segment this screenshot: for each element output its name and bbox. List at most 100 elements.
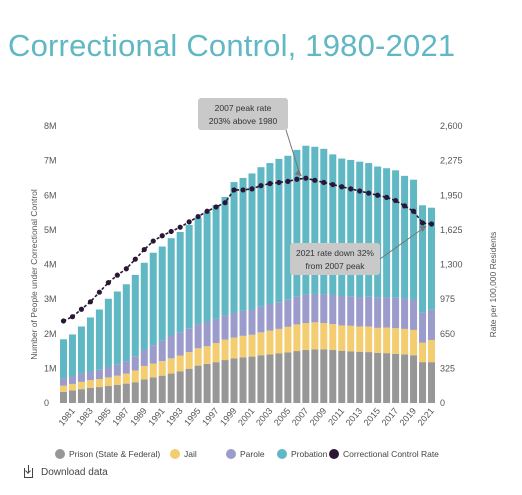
bar-prison-state-federal-1998: [221, 360, 229, 403]
bar-probation-2007: [302, 145, 310, 295]
bar-prison-state-federal-1986: [113, 384, 121, 403]
x-tick-label: 2021: [416, 406, 437, 428]
y-tick-label: 1M: [44, 363, 57, 373]
bar-jail-2006: [293, 324, 301, 352]
x-tick-label: 1993: [164, 406, 185, 428]
bar-parole-1998: [221, 315, 229, 340]
bar-prison-state-federal-2011: [338, 350, 346, 403]
bar-parole-2000: [239, 310, 247, 336]
x-tick-label: 1997: [200, 406, 221, 428]
rate-point-1988: [132, 256, 138, 262]
bar-probation-2013: [356, 161, 364, 298]
bar-parole-1980: [59, 378, 67, 386]
bar-parole-1996: [203, 321, 211, 347]
bar-parole-1988: [131, 356, 139, 371]
y2-tick-label: 650: [440, 329, 455, 339]
bar-parole-1989: [140, 350, 148, 366]
legend-swatch: [329, 449, 339, 459]
bar-probation-1991: [158, 246, 166, 341]
bar-jail-2001: [248, 334, 256, 357]
bar-jail-1986: [113, 375, 121, 385]
bar-jail-2009: [320, 323, 328, 350]
bar-parole-2015: [374, 297, 382, 328]
y2-tick-label: 1,625: [440, 225, 463, 235]
bar-jail-1984: [95, 379, 103, 388]
bar-jail-2010: [329, 324, 337, 351]
annotation-decline-line1: 2021 rate down 32%: [296, 248, 374, 258]
bar-jail-1999: [230, 337, 238, 359]
bar-probation-2020: [419, 205, 427, 313]
x-tick-label: 1987: [110, 406, 131, 428]
bar-prison-state-federal-2004: [275, 353, 283, 403]
bar-prison-state-federal-2007: [302, 350, 310, 403]
rate-point-2012: [348, 186, 354, 192]
bar-prison-state-federal-2014: [365, 352, 373, 403]
y2-tick-label: 1,300: [440, 260, 463, 270]
bar-parole-2009: [320, 294, 328, 324]
rate-point-1993: [177, 224, 183, 230]
bar-jail-2014: [365, 326, 373, 353]
bar-probation-1994: [185, 225, 193, 329]
bar-prison-state-federal-2012: [347, 351, 355, 403]
download-data-link[interactable]: Download data: [24, 464, 108, 478]
x-tick-label: 1985: [92, 406, 113, 428]
legend-swatch: [170, 449, 180, 459]
bar-parole-2016: [383, 297, 391, 328]
bar-parole-1986: [113, 364, 121, 376]
bar-prison-state-federal-2016: [383, 353, 391, 403]
x-tick-label: 2005: [272, 406, 293, 428]
rate-point-2017: [393, 197, 399, 204]
bar-jail-1990: [149, 363, 157, 378]
bar-prison-state-federal-1990: [149, 377, 157, 403]
bar-jail-1983: [86, 380, 94, 388]
bar-prison-state-federal-2006: [293, 351, 301, 403]
rate-point-1999: [231, 187, 237, 193]
rate-point-2005: [285, 178, 291, 184]
rate-point-1984: [96, 289, 102, 295]
bar-prison-state-federal-2017: [392, 353, 400, 403]
bar-parole-1992: [167, 335, 175, 359]
bar-jail-1998: [221, 339, 229, 361]
download-label: Download data: [41, 467, 108, 478]
rate-point-2001: [249, 186, 255, 192]
rate-point-2021: [428, 221, 435, 227]
bar-prison-state-federal-1999: [230, 358, 238, 403]
bar-parole-2004: [275, 302, 283, 329]
bar-jail-2005: [284, 326, 292, 353]
bar-prison-state-federal-1992: [167, 373, 175, 403]
rate-point-2011: [339, 184, 345, 190]
bar-prison-state-federal-1987: [122, 383, 130, 403]
bar-probation-1985: [104, 298, 112, 367]
bar-prison-state-federal-2019: [410, 355, 418, 403]
x-tick-label: 1989: [128, 406, 149, 428]
bar-parole-2011: [338, 296, 346, 326]
bar-parole-2010: [329, 294, 337, 325]
rate-point-1996: [204, 208, 210, 214]
bar-prison-state-federal-1993: [176, 371, 184, 403]
rate-point-1989: [141, 246, 147, 253]
legend-label: Probation: [291, 449, 328, 459]
rate-point-2016: [384, 194, 390, 200]
rate-point-2000: [240, 187, 246, 193]
bar-jail-2002: [257, 332, 265, 356]
bar-probation-2021: [428, 207, 436, 310]
bar-probation-2000: [239, 177, 247, 311]
bar-jail-2018: [401, 328, 409, 355]
y-tick-label: 6M: [44, 190, 57, 200]
bar-jail-1981: [68, 383, 76, 391]
bar-prison-state-federal-1980: [59, 391, 67, 403]
legend-label: Correctional Control Rate: [343, 449, 439, 459]
bar-probation-1993: [176, 231, 184, 333]
rate-point-1992: [168, 228, 174, 235]
bar-parole-1994: [185, 328, 193, 353]
bar-probation-2005: [284, 155, 292, 300]
rate-point-1980: [60, 318, 67, 324]
rate-point-2010: [330, 181, 336, 188]
legend-label: Jail: [184, 449, 197, 459]
bar-jail-2016: [383, 327, 391, 354]
bar-parole-2012: [347, 296, 355, 326]
bar-prison-state-federal-1994: [185, 368, 193, 403]
bar-parole-2007: [302, 294, 310, 324]
bar-probation-2008: [311, 146, 319, 294]
bar-prison-state-federal-2015: [374, 352, 382, 403]
